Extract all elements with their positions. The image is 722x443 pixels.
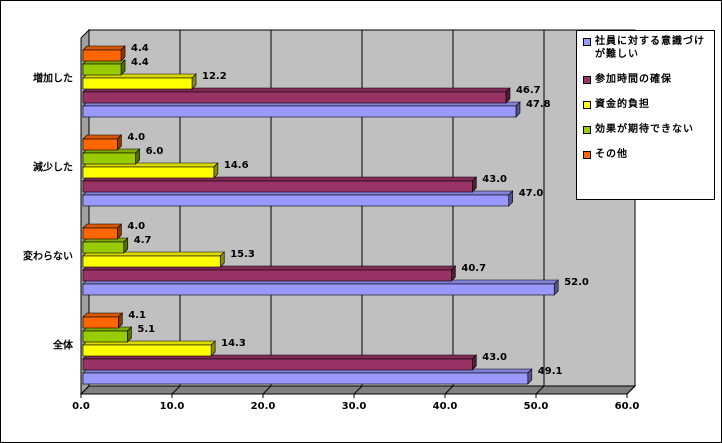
- legend-swatch: [583, 126, 591, 134]
- legend-swatch: [583, 151, 591, 159]
- bar-top: [82, 45, 126, 51]
- value-label: 6.0: [146, 146, 164, 157]
- bar: [82, 49, 122, 62]
- value-label: 49.1: [538, 366, 563, 377]
- grid-line: [262, 385, 272, 395]
- legend-item: その他: [583, 148, 712, 161]
- value-label: 5.1: [137, 324, 155, 335]
- bar: [82, 241, 125, 254]
- legend-label: 参加時間の確保: [595, 74, 672, 85]
- value-label: 4.4: [131, 57, 149, 68]
- bar: [82, 227, 118, 240]
- legend-item: 参加時間の確保: [583, 73, 712, 86]
- value-label: 40.7: [461, 263, 486, 274]
- x-tick-label: 20.0: [251, 401, 276, 412]
- legend-label: 効果が期待できない: [595, 124, 694, 135]
- grid-line: [444, 385, 454, 395]
- x-tick-label: 60.0: [615, 401, 640, 412]
- value-label: 43.0: [482, 352, 507, 363]
- value-label: 47.8: [526, 99, 551, 110]
- value-label: 47.0: [519, 188, 544, 199]
- y-tick-label: 減少した: [33, 161, 73, 174]
- legend-label: その他: [595, 149, 628, 160]
- bar: [82, 105, 517, 118]
- value-label: 4.0: [127, 132, 145, 143]
- y-tick-label: 増加した: [33, 72, 73, 85]
- x-tick-label: 40.0: [433, 401, 458, 412]
- legend: 社員に対する意識づけが難しい参加時間の確保 資金的負担効果が期待できない その他: [576, 30, 715, 200]
- value-label: 4.7: [134, 235, 152, 246]
- grid-line: [626, 385, 636, 395]
- legend-item: 効果が期待できない: [583, 123, 712, 136]
- bar: [82, 316, 119, 329]
- value-label: 14.6: [224, 160, 249, 171]
- legend-swatch: [583, 101, 591, 109]
- x-tick-label: 0.0: [72, 401, 90, 412]
- bar: [82, 77, 193, 90]
- bar: [82, 283, 555, 296]
- bar: [82, 63, 122, 76]
- bar: [82, 358, 473, 371]
- bar-top: [82, 223, 123, 229]
- bar: [82, 138, 118, 151]
- legend-item: 資金的負担: [583, 98, 712, 111]
- y-tick-label: 全体: [52, 339, 74, 352]
- legend-item: 社員に対する意識づけが難しい: [583, 35, 712, 61]
- legend-label: 資金的負担: [595, 99, 650, 110]
- bar: [82, 152, 136, 165]
- value-label: 14.3: [221, 338, 246, 349]
- legend-swatch: [583, 76, 591, 84]
- bar: [82, 255, 221, 268]
- grid-line: [171, 385, 181, 395]
- grid-line: [535, 385, 545, 395]
- grid-line: [80, 385, 90, 395]
- value-label: 4.4: [131, 43, 149, 54]
- bar: [82, 344, 212, 357]
- x-tick-label: 50.0: [524, 401, 549, 412]
- x-tick-label: 10.0: [160, 401, 185, 412]
- legend-swatch: [583, 38, 591, 46]
- value-label: 4.0: [127, 221, 145, 232]
- bar: [82, 166, 215, 179]
- bar: [82, 330, 128, 343]
- bar: [82, 180, 473, 193]
- bar-top: [82, 134, 123, 140]
- value-label: 52.0: [564, 277, 589, 288]
- value-label: 12.2: [202, 71, 227, 82]
- x-tick-label: 30.0: [342, 401, 367, 412]
- value-label: 46.7: [516, 85, 541, 96]
- grid-line: [353, 385, 363, 395]
- legend-label: 社員に対する意識づけが難しい: [595, 36, 705, 60]
- bar: [82, 372, 529, 385]
- y-tick-label: 変わらない: [23, 250, 73, 263]
- value-label: 4.1: [128, 310, 146, 321]
- bar-top: [82, 312, 124, 318]
- bar: [82, 194, 510, 207]
- bar: [82, 91, 507, 104]
- value-label: 15.3: [230, 249, 255, 260]
- value-label: 43.0: [482, 174, 507, 185]
- bar: [82, 269, 452, 282]
